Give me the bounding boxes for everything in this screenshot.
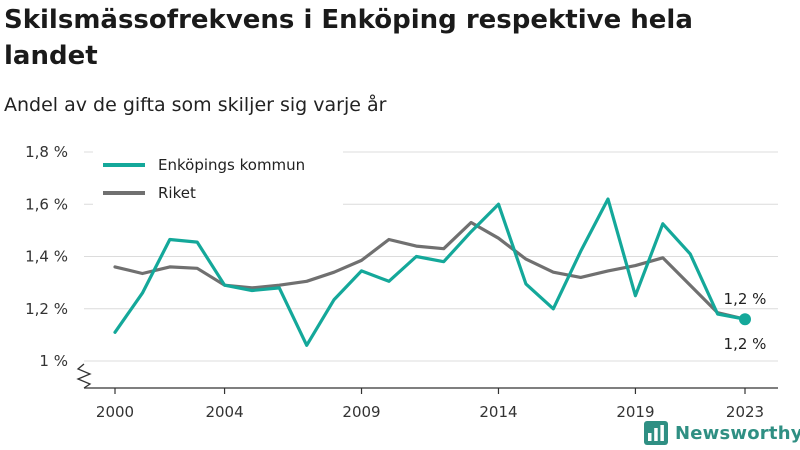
series-line-enkoping bbox=[113, 197, 747, 347]
y-tick-label: 1,8 % bbox=[25, 143, 68, 161]
legend-label: Enköpings kommun bbox=[158, 156, 305, 174]
x-tick-label: 2004 bbox=[205, 403, 243, 421]
x-axis: 2000 2004 2009 2014 2019 2023 bbox=[84, 387, 778, 421]
newsworthy-logo: Newsworthy bbox=[644, 420, 800, 446]
x-tick-label: 2014 bbox=[479, 403, 517, 421]
x-tick-label: 2009 bbox=[342, 403, 380, 421]
end-label-enkoping: 1,2 % bbox=[724, 335, 767, 353]
bar-chart-icon bbox=[644, 421, 668, 445]
y-tick-label: 1 % bbox=[39, 352, 68, 370]
x-tick-label: 2023 bbox=[726, 403, 764, 421]
legend: Enköpings kommun Riket bbox=[93, 150, 343, 206]
chart-title: Skilsmässofrekvens i Enköping respektive… bbox=[4, 5, 693, 71]
chart-subtitle: Andel av de gifta som skiljer sig varje … bbox=[4, 94, 387, 116]
series-line-riket bbox=[113, 220, 747, 321]
end-point-marker bbox=[739, 313, 751, 326]
legend-background bbox=[93, 150, 343, 206]
y-tick-label: 1,4 % bbox=[25, 248, 68, 266]
legend-label: Riket bbox=[158, 184, 196, 202]
brand-name: Newsworthy bbox=[675, 422, 800, 444]
x-tick-label: 2019 bbox=[616, 403, 654, 421]
y-tick-label: 1,6 % bbox=[25, 195, 68, 213]
end-labels: 1,2 % 1,2 % bbox=[724, 290, 767, 353]
series-lines bbox=[113, 197, 751, 347]
x-tick-label: 2000 bbox=[96, 403, 134, 421]
end-label-riket: 1,2 % bbox=[724, 290, 767, 308]
y-axis: 1 % 1,2 % 1,4 % 1,6 % 1,8 % bbox=[25, 143, 92, 389]
axis-break-mark bbox=[76, 363, 92, 389]
y-tick-label: 1,2 % bbox=[25, 300, 68, 318]
